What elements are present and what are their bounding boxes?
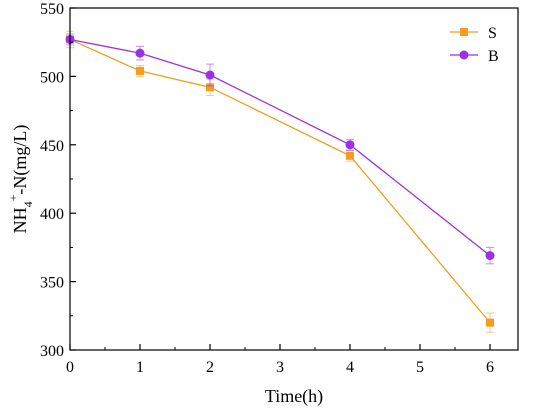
data-point-B-1	[135, 48, 145, 58]
data-point-S-3	[346, 151, 354, 160]
y-axis-label-base: NH	[10, 207, 30, 233]
y-tick-label-1: 350	[40, 275, 64, 292]
data-point-S-1	[136, 66, 144, 75]
x-axis-label: Time(h)	[265, 386, 323, 407]
legend-marker-B	[459, 50, 469, 60]
series-line-S	[69, 38, 491, 324]
x-tick-label-0: 0	[66, 359, 74, 376]
x-tick-label-1: 1	[136, 359, 144, 376]
series-layer	[65, 30, 495, 333]
data-point-S-2	[206, 83, 214, 92]
y-tick-label-2: 400	[40, 206, 64, 223]
data-point-S-4	[486, 318, 494, 327]
series-B	[65, 33, 495, 265]
y-axis-label-sup: +	[6, 194, 20, 201]
x-tick-label-2: 2	[206, 359, 214, 376]
y-tick-label-5: 550	[40, 1, 64, 18]
series-line-B	[69, 38, 491, 257]
legend-marker-S	[460, 28, 468, 36]
plot-frame	[69, 7, 519, 351]
x-tick-label-4: 4	[346, 359, 354, 376]
y-tick-label-0: 300	[40, 343, 64, 360]
data-point-B-2	[205, 70, 215, 80]
y-tick-label-4: 500	[40, 69, 64, 86]
x-tick-label-3: 3	[276, 359, 284, 376]
y-axis-label-sub: 4	[21, 201, 35, 207]
x-tick-label-6: 6	[486, 359, 494, 376]
y-axis-label-rest: -N(mg/L)	[10, 125, 31, 195]
axes-layer: 0 1 2 3 4 5 6 300 350 400 450 500 550	[40, 1, 494, 376]
legend-item-B: B	[450, 48, 499, 65]
data-point-B-3	[345, 140, 355, 150]
legend-label-S: S	[488, 25, 497, 42]
legend: SB	[450, 25, 499, 65]
legend-item-S: S	[450, 25, 497, 42]
x-tick-label-5: 5	[416, 359, 424, 376]
series-S	[66, 30, 494, 333]
y-axis-label: NH4+-N(mg/L)	[6, 125, 35, 234]
legend-label-B: B	[488, 48, 499, 65]
data-point-B-4	[485, 251, 495, 261]
y-tick-label-3: 450	[40, 138, 64, 155]
